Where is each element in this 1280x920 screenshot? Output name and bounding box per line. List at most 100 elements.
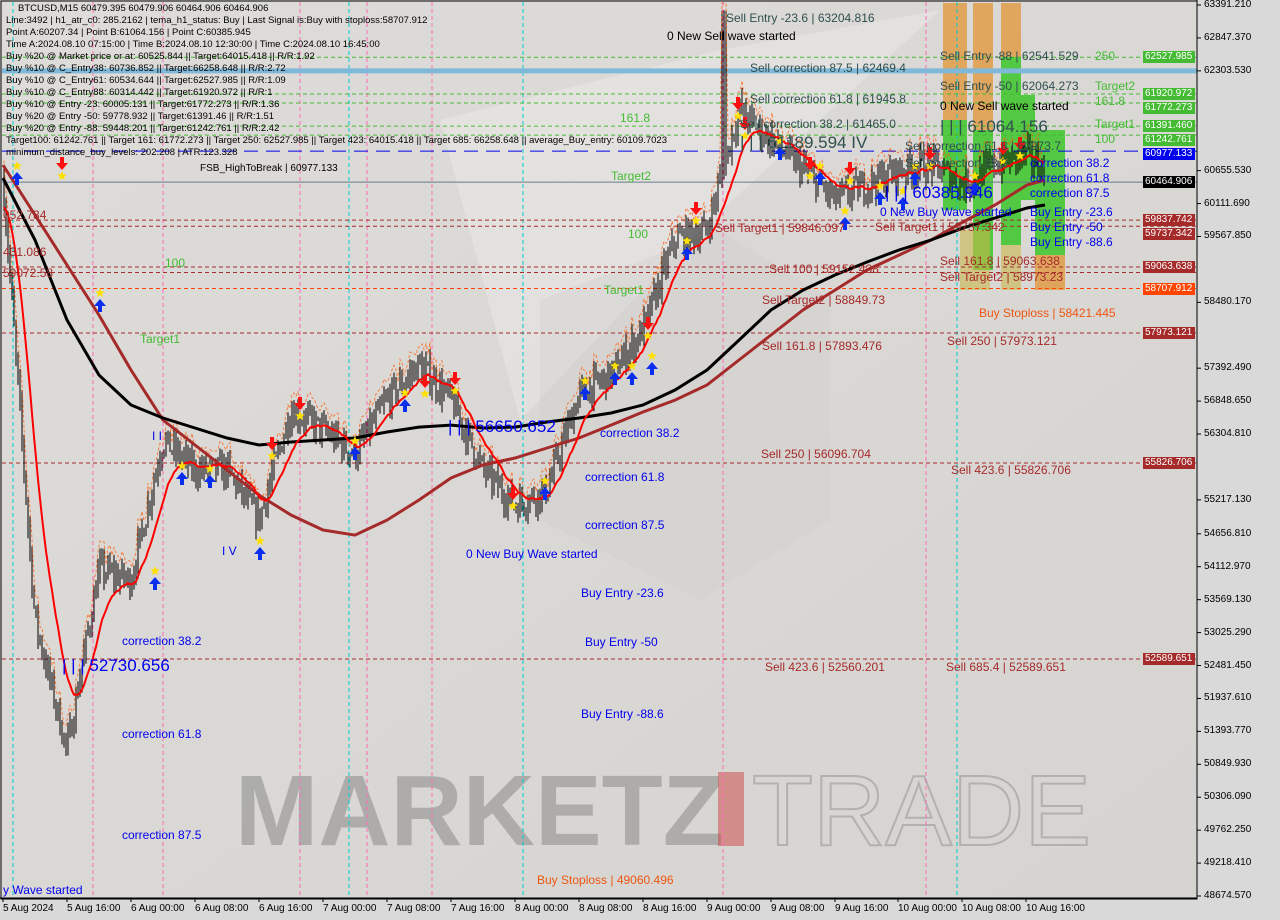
price-tick-label: 54656.810 <box>1204 527 1252 539</box>
price-tick-label: 49218.410 <box>1204 857 1252 869</box>
price-tick-label: 60111.690 <box>1204 197 1250 209</box>
price-tick-label: 62303.530 <box>1204 64 1252 76</box>
chart-annotation: Sell correction 38.2 | 61465.0 <box>740 117 896 131</box>
chart-annotation: 0 New Buy Wave started <box>880 205 1012 219</box>
price-tick-label: 57392.490 <box>1204 362 1252 374</box>
buy-arrow-icon <box>579 387 591 400</box>
ma-slow-line <box>1 177 1046 447</box>
chart-annotation: Buy Entry -23.6 <box>581 586 664 600</box>
chart-annotation: | | | 61064.156 <box>940 117 1048 136</box>
watermark-shape <box>440 10 940 420</box>
buy-arrow-icon <box>11 172 23 185</box>
buy-arrow-icon <box>254 547 266 560</box>
chart-annotation: Sell Entry -88 | 62541.529 <box>940 49 1079 63</box>
star-icon <box>627 361 637 370</box>
info-line: Line:3492 | h1_atr_c0: 285.2162 | tema_h… <box>6 15 428 26</box>
star-icon <box>610 361 620 370</box>
info-line: Buy %20 @ Entry -50: 59778.932 || Target… <box>6 111 275 122</box>
chart-annotation: I I <box>152 429 163 443</box>
star-icon <box>740 131 750 140</box>
price-tick-label: 52481.450 <box>1204 659 1252 671</box>
price-tick-label: 58480.170 <box>1204 296 1252 308</box>
star-icon <box>255 536 265 545</box>
watermark-left: MARKETZ <box>235 755 724 867</box>
ma-long-line <box>1 164 1046 537</box>
sell-arrow-icon <box>294 397 306 410</box>
buy-arrow-icon <box>839 217 851 230</box>
star-icon <box>1015 151 1025 160</box>
chart-annotation: Sell 423.6 | 52560.201 <box>765 660 885 674</box>
star-icon <box>57 171 67 180</box>
chart-annotation: 161.8 <box>1095 94 1126 108</box>
buy-arrow-icon <box>176 472 188 485</box>
star-icon <box>450 386 460 395</box>
price-level-badge: 61391.460 <box>1143 120 1195 133</box>
price-level-badge: 58707.912 <box>1143 282 1195 295</box>
price-level-badge: 59737.342 <box>1143 228 1195 241</box>
sell-arrow-icon <box>56 157 68 170</box>
info-line: BTCUSD,M15 60479.395 60479.906 60464.906… <box>18 3 269 14</box>
buy-arrow-icon <box>204 475 216 488</box>
price-tick-label: 59567.850 <box>1204 230 1252 242</box>
star-icon <box>998 156 1008 165</box>
time-tick-label: 9 Aug 08:00 <box>771 903 825 914</box>
star-icon <box>682 236 692 245</box>
chart-annotation: Target1 <box>140 332 181 346</box>
chart-annotation: correction 61.8 <box>1030 171 1110 185</box>
info-line: Target100: 61242.761 || Target 161: 6177… <box>6 135 667 146</box>
fsb-overlay-label: FSB_HighToBreak | 60977.133 <box>200 163 338 174</box>
chart-annotation: Sell 100 | 59152.438 <box>769 262 879 276</box>
chart-annotation: Sell Target1 | 59737.342 <box>875 220 1005 234</box>
time-tick-label: 7 Aug 00:00 <box>323 903 377 914</box>
star-icon <box>295 411 305 420</box>
chart-annotation: 0 New Sell wave started <box>940 99 1069 113</box>
chart-annotation: Buy Stoploss | 49060.496 <box>537 873 674 887</box>
star-icon <box>420 389 430 398</box>
chart-annotation: Sell Entry -23.6 | 63204.816 <box>726 11 875 25</box>
star-icon <box>840 206 850 215</box>
sell-arrow-icon <box>924 147 936 160</box>
star-icon <box>205 464 215 473</box>
star-icon <box>875 181 885 190</box>
buy-arrow-icon <box>969 182 981 195</box>
chart-annotation: Target2 <box>611 169 652 183</box>
time-tick-label: 8 Aug 16:00 <box>643 903 697 914</box>
price-tick-label: 54112.970 <box>1204 560 1251 572</box>
chart-annotation: 59072.58 <box>3 266 54 280</box>
star-icon <box>647 351 657 360</box>
chart-annotation: 0 New Sell wave started <box>667 29 796 43</box>
price-tick-label: 49762.250 <box>1204 824 1252 836</box>
star-icon <box>733 111 743 120</box>
price-level-badge: 55826.706 <box>1143 456 1195 469</box>
price-level-badge: 60464.906 <box>1143 176 1195 189</box>
watermark-right: TRADE <box>752 755 1091 867</box>
info-line: Buy %20 @ Market price or at: 60525.844 … <box>6 51 315 62</box>
chart-annotation: Buy Entry -88.6 <box>1030 235 1113 249</box>
time-tick-label: 8 Aug 00:00 <box>515 903 569 914</box>
info-line: Buy %10 @ Entry -23: 60005.131 || Target… <box>6 99 280 110</box>
chart-annotation: Sell Target2 | 58849.73 <box>762 293 885 307</box>
ema-line <box>3 129 1045 696</box>
chart-annotation: correction 38.2 <box>122 634 202 648</box>
time-tick-label: 10 Aug 16:00 <box>1026 903 1085 914</box>
price-level-badge: 61242.761 <box>1143 134 1195 147</box>
star-icon <box>12 161 22 170</box>
sell-arrow-icon <box>732 97 744 110</box>
signal-zone-column <box>960 230 990 290</box>
price-tick-label: 51937.610 <box>1204 692 1252 704</box>
price-level-badge: 60977.133 <box>1143 148 1195 161</box>
price-level-badge: 52589.651 <box>1143 652 1195 665</box>
chart-annotation: 100 <box>628 227 649 241</box>
buy-arrow-icon <box>349 447 361 460</box>
watermark-bar <box>718 772 744 846</box>
star-icon <box>775 136 785 145</box>
buy-arrow-icon <box>774 147 786 160</box>
star-icon <box>845 176 855 185</box>
price-level-badge: 62527.985 <box>1143 51 1195 64</box>
buy-arrow-icon <box>681 247 693 260</box>
chart-annotation: Sell 250 | 56096.704 <box>761 447 871 461</box>
buy-arrow-icon <box>909 172 921 185</box>
star-icon <box>691 216 701 225</box>
chart-annotation: Sell correction 38.2 <box>905 156 1008 170</box>
